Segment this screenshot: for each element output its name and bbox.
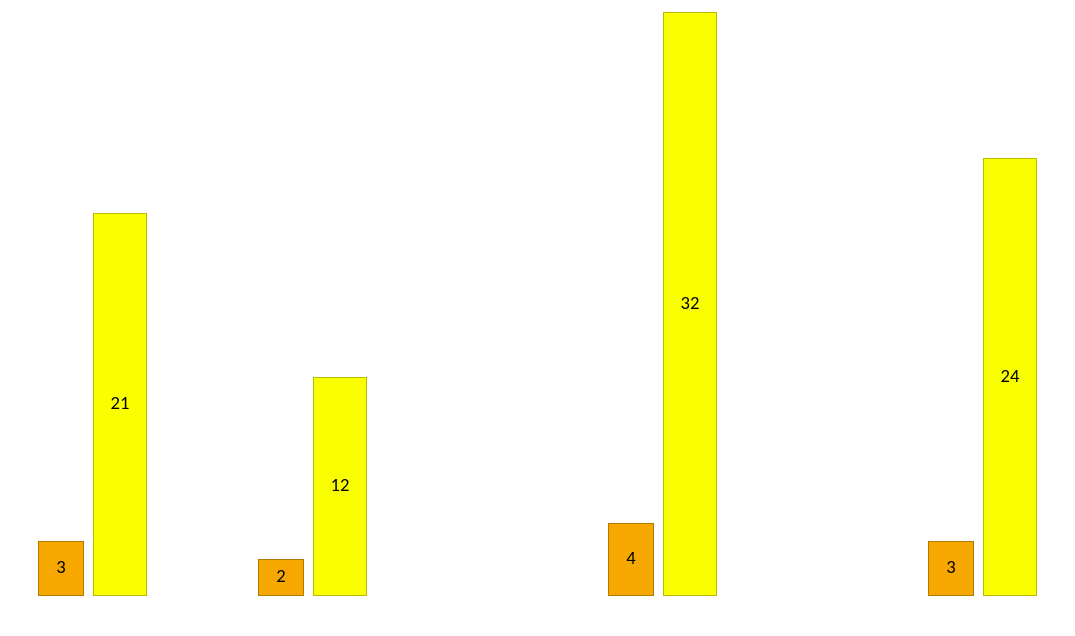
bar-value-label: 24 <box>1001 368 1020 387</box>
bar-value-label: 12 <box>331 477 350 496</box>
bar-chart: 3 21 2 12 4 32 3 24 <box>0 0 1075 636</box>
bar-value-label: 3 <box>946 559 955 578</box>
bar-value-label: 3 <box>56 559 65 578</box>
bar: 32 <box>663 12 717 596</box>
bar-value-label: 21 <box>111 395 130 414</box>
bar: 4 <box>608 523 654 596</box>
bar: 2 <box>258 559 304 596</box>
bar: 21 <box>93 213 147 596</box>
bar-value-label: 4 <box>626 550 635 569</box>
bar-value-label: 32 <box>681 295 700 314</box>
bar: 3 <box>928 541 974 596</box>
bar: 12 <box>313 377 367 596</box>
bar: 24 <box>983 158 1037 596</box>
bar: 3 <box>38 541 84 596</box>
bar-value-label: 2 <box>276 568 285 587</box>
